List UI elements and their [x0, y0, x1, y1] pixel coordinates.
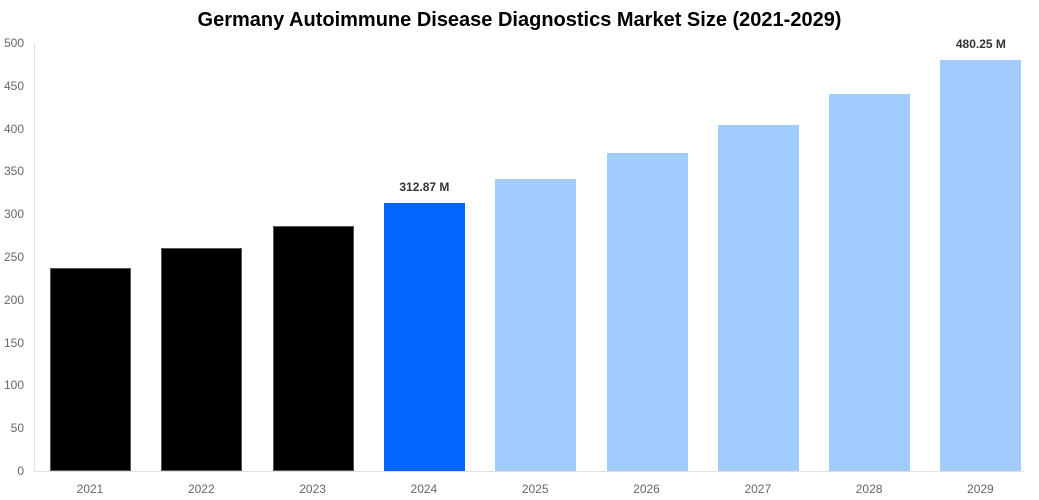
y-axis-line	[34, 43, 35, 471]
x-tick-label: 2021	[76, 482, 104, 496]
bar-2021[interactable]	[50, 268, 131, 471]
x-tick-label: 2024	[410, 482, 438, 496]
x-tick-label: 2029	[967, 482, 994, 496]
bar-2029[interactable]	[940, 59, 1022, 471]
x-tick-label: 2028	[855, 482, 883, 496]
bar-2024[interactable]	[383, 203, 465, 471]
y-tick-label: 0	[17, 464, 24, 478]
bar-2025[interactable]	[495, 179, 577, 471]
y-tick-label: 450	[3, 78, 24, 93]
y-tick-label: 100	[3, 378, 24, 393]
y-tick-label: 300	[3, 207, 24, 222]
bar-2023[interactable]	[272, 226, 354, 471]
bar-2027[interactable]	[717, 125, 799, 471]
y-tick-label: 500	[3, 36, 24, 50]
y-tick-label: 200	[3, 292, 24, 307]
x-tick-label: 2023	[299, 482, 326, 496]
y-tick-label: 350	[3, 164, 24, 179]
x-tick-label: 2026	[633, 482, 660, 496]
y-tick-label: 400	[3, 121, 24, 136]
y-tick-label: 150	[3, 335, 24, 350]
chart-title: Germany Autoimmune Disease Diagnostics M…	[197, 9, 842, 31]
x-tick-label: 2025	[521, 482, 549, 496]
x-tick-label: 2022	[187, 482, 215, 496]
bar-2028[interactable]	[829, 94, 911, 471]
data-label-2024: 312.87 M	[399, 180, 450, 195]
data-label-2029: 480.25 M	[955, 36, 1006, 51]
bar-2026[interactable]	[606, 153, 688, 471]
y-tick-label: 50	[10, 421, 24, 436]
bar-2022[interactable]	[161, 248, 243, 471]
x-tick-label: 2027	[744, 482, 772, 496]
y-tick-label: 250	[3, 250, 24, 264]
x-axis-line	[34, 471, 1024, 472]
